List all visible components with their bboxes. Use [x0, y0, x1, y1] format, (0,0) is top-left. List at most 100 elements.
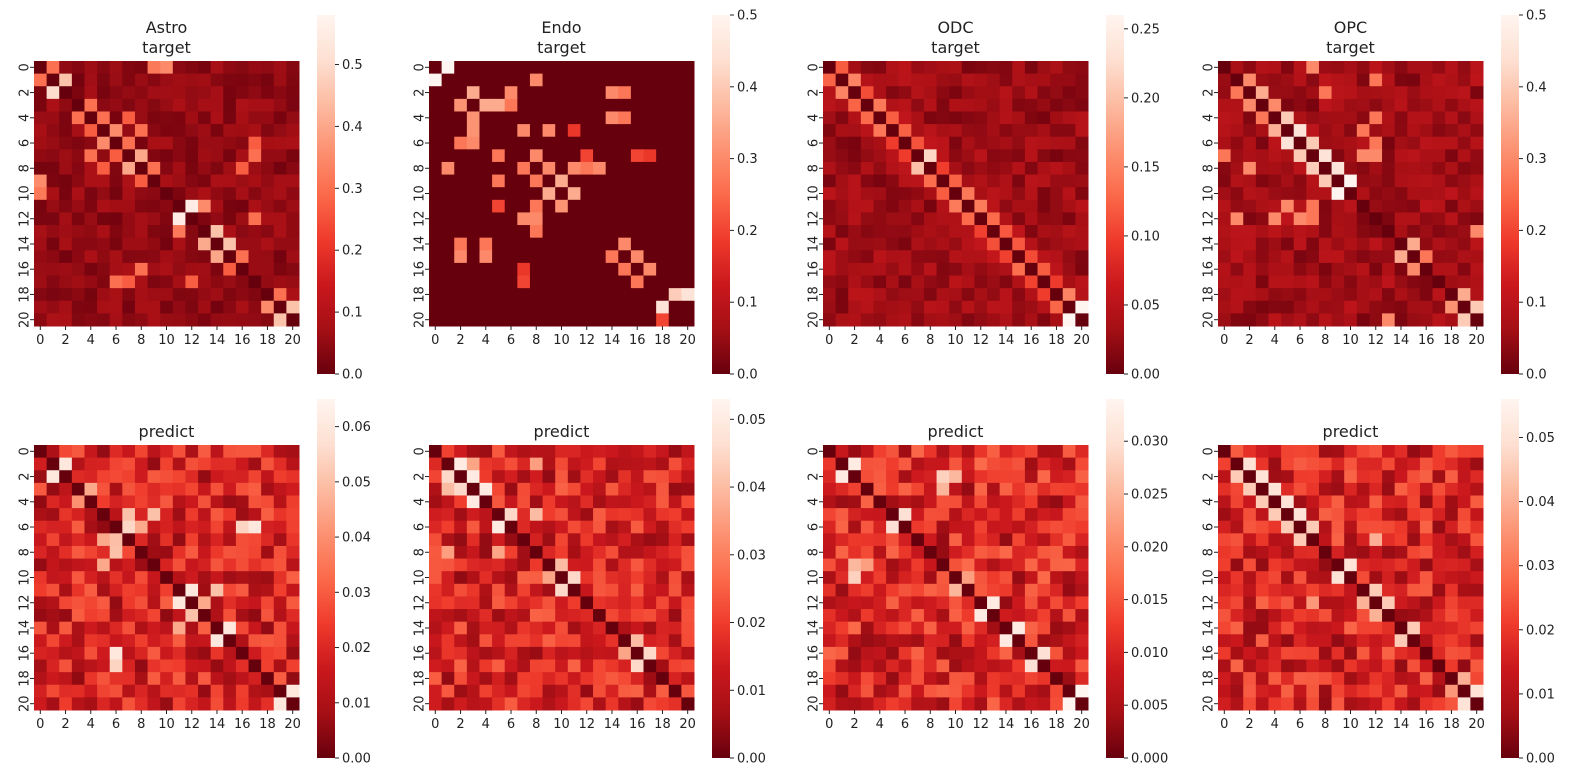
x-tick-label: 18 [1048, 717, 1065, 732]
x-tick-label: 6 [1296, 333, 1304, 348]
heatmap-cell [71, 237, 85, 251]
heatmap-cell [681, 495, 695, 509]
heatmap-cell [555, 98, 569, 112]
heatmap-cell [185, 545, 199, 560]
heatmap-cell [987, 262, 1001, 277]
heatmap-cell [134, 288, 149, 302]
heatmap-cell [210, 634, 224, 648]
heatmap-cell [517, 482, 531, 496]
heatmap-cell [84, 313, 98, 327]
heatmap-cell [630, 225, 645, 239]
heatmap-cell [210, 149, 224, 163]
heatmap-cell [1419, 288, 1434, 302]
heatmap-cell [1407, 646, 1421, 661]
heatmap-cell [1243, 174, 1257, 188]
heatmap-cell [1331, 174, 1345, 188]
heatmap-cell [923, 495, 938, 509]
panel-title: target [537, 38, 586, 57]
heatmap-cell [198, 262, 212, 277]
heatmap-cell [286, 609, 300, 623]
heatmap-cell [97, 174, 111, 188]
heatmap-cell [656, 621, 670, 635]
heatmap-cell [109, 174, 123, 188]
heatmap-cell [223, 161, 237, 176]
heatmap-cell [567, 684, 581, 698]
heatmap-cell [1218, 237, 1232, 251]
heatmap-cell [517, 300, 531, 314]
heatmap-cell [823, 457, 837, 471]
heatmap-cell [1344, 457, 1358, 471]
heatmap-cell [248, 520, 262, 534]
heatmap-cell [71, 508, 85, 522]
heatmap-cell [542, 609, 556, 623]
x-tick-label: 2 [1245, 333, 1253, 348]
heatmap-cell [185, 149, 199, 163]
heatmap-cell [630, 98, 645, 112]
heatmap-cell [1050, 659, 1064, 673]
heatmap-cell [235, 300, 250, 314]
heatmap-cell [823, 199, 837, 213]
heatmap-cell [643, 174, 657, 188]
heatmap-cell [1407, 672, 1421, 686]
heatmap-cell [134, 571, 149, 585]
heatmap-cell [466, 86, 480, 100]
heatmap-cell [630, 174, 645, 188]
heatmap-cell [1432, 250, 1446, 264]
heatmap-cell [593, 583, 607, 597]
heatmap-cell [1075, 225, 1089, 239]
heatmap-cell [656, 495, 670, 509]
heatmap-cell [1293, 684, 1307, 698]
heatmap-cell [529, 659, 544, 673]
heatmap-cell [1293, 161, 1307, 176]
heatmap-cell [441, 250, 455, 264]
heatmap-cell [1419, 533, 1434, 547]
heatmap-cell [273, 275, 287, 289]
heatmap-cell [1281, 124, 1295, 138]
heatmap-cell [1243, 288, 1257, 302]
heatmap-cell [656, 225, 670, 239]
heatmap-cell [593, 470, 607, 484]
heatmap-cell [479, 495, 493, 509]
heatmap-cell [122, 558, 136, 572]
heatmap-cell [1268, 275, 1282, 289]
heatmap-cell [261, 646, 275, 661]
heatmap-cell [860, 275, 874, 289]
heatmap-cell [529, 495, 544, 509]
heatmap-cell [630, 111, 645, 125]
heatmap-cell [1369, 672, 1383, 686]
heatmap-cell [429, 533, 443, 547]
heatmap-cell [823, 646, 837, 661]
heatmap-cell [1230, 596, 1244, 610]
y-tick-label: 14 [1202, 620, 1217, 637]
heatmap-cell [567, 313, 581, 327]
heatmap-cell [479, 482, 493, 496]
colorbar [1106, 15, 1124, 374]
heatmap-cell [454, 225, 468, 239]
heatmap-cell [235, 98, 250, 112]
heatmap-cell [911, 288, 925, 302]
heatmap-cell [580, 445, 594, 459]
heatmap-cell [466, 262, 480, 277]
heatmap-cell [1344, 136, 1358, 150]
heatmap-cell [1344, 596, 1358, 610]
heatmap-cell [1218, 596, 1232, 610]
heatmap-cell [873, 684, 887, 698]
heatmap-cell [681, 659, 695, 673]
heatmap-cell [1306, 495, 1320, 509]
heatmap-cell [1331, 495, 1345, 509]
heatmap-cell [1024, 697, 1039, 711]
heatmap-cell [160, 111, 174, 125]
heatmap-cell [479, 199, 493, 213]
heatmap-cell [1293, 533, 1307, 547]
heatmap-cell [567, 470, 581, 484]
heatmap-cell [286, 300, 300, 314]
heatmap-cell [1344, 634, 1358, 648]
heatmap-cell [1218, 508, 1232, 522]
heatmap-cell [823, 558, 837, 572]
heatmap-cell [1356, 533, 1370, 547]
heatmap-cell [504, 61, 518, 75]
x-tick-label: 2 [61, 717, 69, 732]
heatmap-cell [454, 61, 468, 75]
heatmap-cell [441, 313, 455, 327]
heatmap-cell [492, 533, 506, 547]
